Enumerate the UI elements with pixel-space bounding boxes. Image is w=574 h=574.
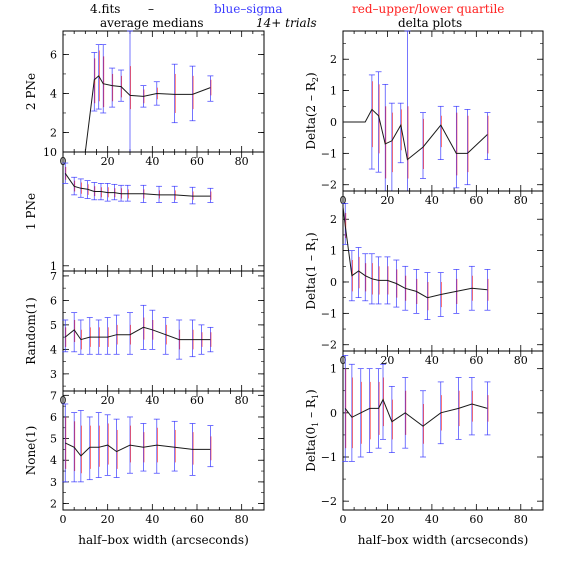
x-tick-label: 40 [425,194,439,207]
y-axis-label: 1 PNe [24,193,38,230]
y-tick-label: 10 [43,146,57,159]
median-line [64,442,211,457]
y-tick-label: 0 [330,116,337,129]
y-tick-label: −1 [321,307,337,320]
y-tick-label: 5 [50,319,57,332]
x-tick-label: 80 [235,513,249,526]
y-tick-label: 2 [50,126,57,139]
panel-4: 0 20 40 60 80 2 3 4 5 6 7 None(1) half–box width (ar… [24,389,265,547]
y-tick-label: −2 [321,495,337,508]
x-tick-label: 0 [60,513,67,526]
plot-frame [62,390,265,511]
y-tick-label: 1 [330,245,337,258]
x-tick-label: 0 [340,513,347,526]
y-tick-label: −1 [321,451,337,464]
x-tick-label: 80 [514,194,528,207]
plot-frame [342,350,544,511]
y-tick-label: 4 [50,343,57,356]
x-tick-label: 20 [380,194,394,207]
x-axis-label: half–box width (arcseconds) [358,533,529,547]
left-column-title: average medians [100,16,204,30]
red-quartile-label: red–upper/lower quartile [352,2,505,16]
y-tick-label: 6 [50,411,57,424]
y-tick-label: 1 [330,85,337,98]
y-tick-label: 7 [50,270,57,283]
y-tick-label: 0 [330,276,337,289]
y-tick-label: −2 [321,339,337,352]
x-tick-label: 60 [469,194,483,207]
y-tick-label: 1 [330,363,337,376]
plot-frame [342,190,544,352]
blue-sigma-label: blue–sigma [214,2,283,16]
y-tick-label: 0 [330,407,337,420]
y-axis-label: 2 PNe [24,73,38,110]
x-tick-label: 20 [380,354,394,367]
y-tick-label: 5 [50,433,57,446]
plot-frame [62,270,265,392]
y-axis-label: None(1) [24,426,38,476]
panel-2: 1 10 1 PNe [24,146,265,273]
median-line [343,108,488,161]
x-tick-label: 20 [101,513,115,526]
y-tick-label: −1 [321,147,337,160]
x-tick-label: 60 [190,513,204,526]
x-tick-label: 60 [469,513,483,526]
file-name: 4.fits [90,2,121,16]
x-tick-label: 20 [101,155,115,168]
x-tick-label: 80 [514,513,528,526]
x-tick-label: 60 [190,155,204,168]
x-tick-label: 80 [235,394,249,407]
x-tick-label: 40 [145,513,159,526]
y-tick-label: 3 [50,368,57,381]
x-tick-label: 20 [380,513,394,526]
x-tick-label: 20 [101,394,115,407]
y-tick-label: 7 [50,389,57,402]
x-tick-label: 60 [190,394,204,407]
y-tick-label: 6 [50,294,57,307]
y-tick-label: −2 [321,179,337,192]
x-tick-label: 40 [425,513,439,526]
plot-frame [62,151,265,272]
y-tick-label: 4 [50,454,57,467]
y-axis-label: Delta(1 – R1) [304,232,320,309]
median-line [342,206,488,299]
y-tick-label: 4 [50,87,57,100]
x-tick-label: 40 [425,354,439,367]
median-line [64,173,211,197]
median-line [344,398,488,427]
y-axis-label: Delta(2 – R2) [304,72,320,149]
y-tick-label: 2 [330,213,337,226]
y-axis-label: Random(1) [24,297,38,364]
header-dash: – [148,2,154,16]
x-tick-label: 40 [145,394,159,407]
right-column-title: delta plots [398,16,463,30]
x-axis-label: half–box width (arcseconds) [78,533,249,547]
y-tick-label: 3 [50,476,57,489]
x-tick-label: 40 [145,155,159,168]
y-tick-label: 6 [50,48,57,61]
y-tick-label: 2 [330,53,337,66]
x-tick-label: 60 [469,354,483,367]
trials-label: 14+ trials [256,16,317,30]
y-tick-label: 1 [50,260,57,273]
x-tick-label: 80 [235,155,249,168]
x-tick-label: 80 [514,354,528,367]
median-line [64,326,211,341]
median-line [63,75,211,153]
y-axis-label: Delta(01 – R1) [304,389,320,471]
y-tick-label: 2 [50,498,57,511]
panel-7: 0 20 40 60 80 −2 −1 0 1 Delta(01 – R1) half–box wi… [304,350,544,547]
